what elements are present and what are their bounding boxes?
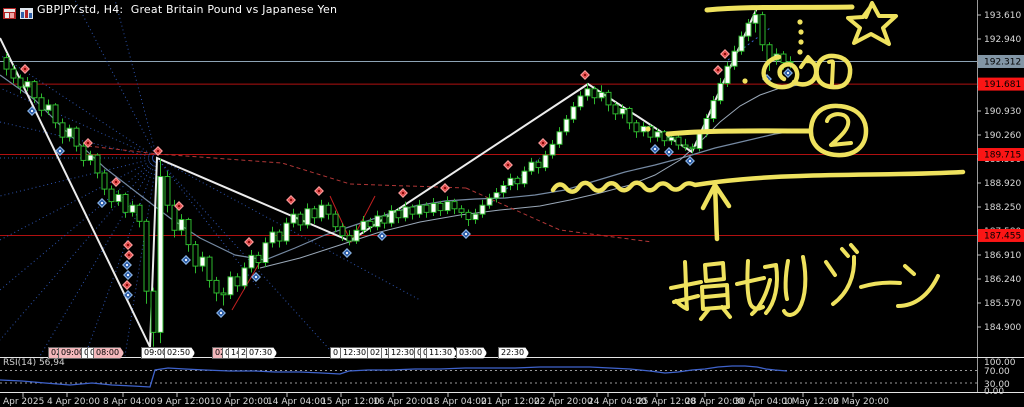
annotation-top-line: [704, 4, 855, 13]
alert-level-badge: 187.455: [978, 228, 1024, 242]
alert-level-badge: 189.715: [978, 148, 1024, 162]
svg-text:10 Apr 20:00: 10 Apr 20:00: [210, 397, 269, 407]
symbol-title: GBPJPY.std, H4: Great Britain Pound vs J…: [37, 3, 338, 16]
svg-text:8 Apr 04:00: 8 Apr 04:00: [103, 397, 156, 407]
svg-text:14 Apr 04:00: 14 Apr 04:00: [267, 397, 326, 407]
fractal-markers: [20, 49, 793, 318]
svg-text:185.570: 185.570: [984, 299, 1021, 309]
svg-text:184.900: 184.900: [984, 323, 1021, 333]
svg-text:0.00: 0.00: [984, 387, 1004, 397]
annotation-stop-loss-zone-kanji: [750, 278, 772, 316]
annotation-stop-zone-line: [550, 169, 966, 194]
svg-text:15 Apr 12:00: 15 Apr 12:00: [321, 397, 380, 407]
annotation-stop-loss-zone-kanji: [735, 276, 766, 286]
rsi-indicator-label: RSI(14) 56,94: [3, 358, 65, 368]
svg-text:1 May 12:00: 1 May 12:00: [783, 397, 839, 407]
annotation-stop-loss-zone-kanji: [703, 293, 728, 299]
current-price-badge: 192.312: [978, 54, 1024, 68]
annotation-stop-loss-zone-kanji: [840, 247, 850, 258]
annotation-stop-loss-zone-kanji: [703, 261, 726, 283]
hand-drawn-annotations: [550, 1, 966, 321]
svg-text:192.312: 192.312: [984, 57, 1021, 67]
svg-text:186.240: 186.240: [984, 275, 1021, 285]
annotation-loop-arrowhead: [799, 55, 817, 69]
svg-text:30.00: 30.00: [984, 380, 1010, 390]
alert-level-badge: 191.681: [978, 77, 1024, 91]
annotation-stop-loss-zone-kanji: [720, 305, 732, 319]
annotation-dot: [645, 126, 651, 132]
bar-chart-icon: [20, 4, 33, 19]
annotation-dot: [797, 49, 803, 55]
annotation-dot: [798, 29, 804, 35]
svg-text:21 Apr 12:00: 21 Apr 12:00: [481, 397, 540, 407]
svg-text:186.910: 186.910: [984, 251, 1021, 261]
annotation-line-to-2: [665, 128, 812, 137]
annotation-stop-loss-zone-kanji: [700, 283, 730, 311]
annotation-circled-2: [808, 103, 869, 158]
svg-text:191.681: 191.681: [984, 80, 1021, 90]
chart-titlebar: GBPJPY.std, H4: Great Britain Pound vs J…: [3, 3, 338, 19]
chart-window-icon: [3, 4, 16, 19]
annotation-star: [846, 1, 898, 46]
annotation-stop-loss-zone-kanji: [672, 294, 700, 304]
svg-text:Apr 2025: Apr 2025: [3, 397, 44, 407]
annotation-up-arrow: [712, 184, 720, 242]
moving-averages: [0, 74, 806, 269]
svg-text:190.930: 190.930: [984, 107, 1021, 117]
annotation-stop-loss-zone-kanji: [763, 263, 779, 315]
annotation-dot: [742, 78, 748, 84]
svg-text:25 Apr 12:00: 25 Apr 12:00: [637, 397, 696, 407]
svg-text:2 May 20:00: 2 May 20:00: [833, 397, 889, 407]
annotation-stop-loss-zone-kanji: [824, 260, 837, 277]
annotation-stop-loss-zone-kanji: [783, 259, 790, 301]
svg-text:190.260: 190.260: [984, 131, 1021, 141]
zigzag-lines: [0, 7, 758, 348]
price-axis[interactable]: 193.610192.940192.270191.600190.930190.2…: [977, 0, 1024, 393]
svg-text:193.610: 193.610: [984, 11, 1021, 21]
annotation-dot: [797, 19, 803, 25]
annotation-digit-2: [825, 112, 853, 147]
time-axis[interactable]: Apr 2025 4 Apr 20:00 8 Apr 04:00 9 Apr 12:0…: [3, 393, 889, 407]
svg-text:189.715: 189.715: [984, 151, 1021, 161]
rsi-line: [0, 365, 788, 388]
annotation-stop-loss-zone-kanji: [674, 260, 689, 311]
svg-text:70.00: 70.00: [984, 367, 1010, 377]
svg-text:30 Apr 04:00: 30 Apr 04:00: [734, 397, 793, 407]
annotation-stop-loss-zone-kanji: [831, 255, 857, 306]
candles: [3, 9, 794, 347]
svg-text:100.00: 100.00: [984, 358, 1016, 368]
annotation-up-arrowhead: [700, 182, 732, 211]
annotation-digit-1: [827, 59, 835, 86]
annotation-stop-loss-zone-kanji: [699, 307, 711, 321]
svg-text:16 Apr 20:00: 16 Apr 20:00: [373, 397, 432, 407]
annotation-stop-loss-zone-kanji: [859, 280, 902, 289]
annotation-circled-1: [814, 53, 853, 90]
svg-text:188.920: 188.920: [984, 179, 1021, 189]
annotation-stop-loss-zone-kanji: [782, 255, 808, 317]
annotation-stop-loss-zone-kanji: [903, 264, 916, 276]
annotation-stop-loss-zone-kanji: [896, 274, 940, 308]
svg-text:22 Apr 20:00: 22 Apr 20:00: [534, 397, 593, 407]
svg-text:28 Apr 20:00: 28 Apr 20:00: [685, 397, 744, 407]
annotation-stop-loss-zone-kanji: [849, 243, 859, 254]
svg-text:187.455: 187.455: [984, 231, 1021, 241]
fan-lines: [0, 0, 421, 357]
annotation-dot: [798, 39, 804, 45]
svg-text:188.250: 188.250: [984, 203, 1021, 213]
svg-text:24 Apr 04:00: 24 Apr 04:00: [588, 397, 647, 407]
svg-text:4 Apr 20:00: 4 Apr 20:00: [47, 397, 100, 407]
svg-text:192.940: 192.940: [984, 35, 1021, 45]
svg-text:9 Apr 12:00: 9 Apr 12:00: [157, 397, 210, 407]
svg-text:18 Apr 04:00: 18 Apr 04:00: [428, 397, 487, 407]
